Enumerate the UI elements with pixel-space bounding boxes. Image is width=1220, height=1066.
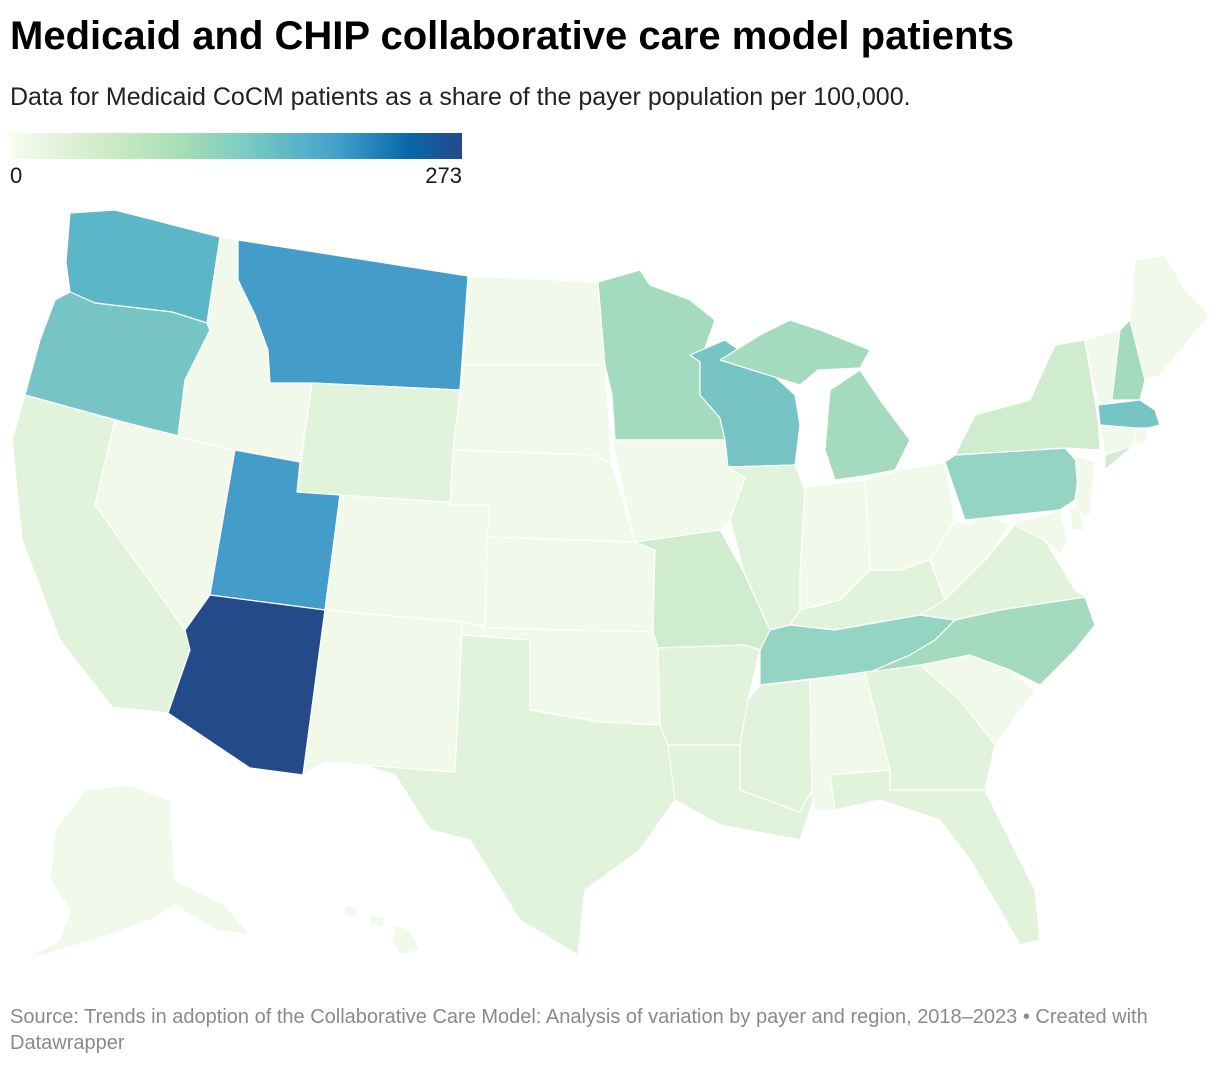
chart-subtitle: Data for Medicaid CoCM patients as a sha… [10,83,911,111]
state-FL[interactable] [829,769,1041,946]
us-choropleth-map [0,195,1220,985]
legend-max-label: 273 [425,163,462,188]
state-ND[interactable] [462,275,606,366]
legend-min-label: 0 [10,163,23,188]
state-TX[interactable] [361,634,676,956]
state-AZ[interactable] [167,594,326,776]
state-MD[interactable] [1009,509,1069,556]
state-CO[interactable] [324,494,491,626]
state-MI[interactable] [719,319,911,481]
state-HI[interactable] [343,904,421,956]
state-IA[interactable] [611,439,746,543]
legend-gradient-bar [10,133,462,159]
state-MT[interactable] [237,239,469,391]
state-NH[interactable] [1111,319,1146,401]
state-DE[interactable] [1067,504,1086,531]
state-CT[interactable] [1099,424,1136,456]
state-AK[interactable] [24,784,251,961]
state-MS[interactable] [739,679,813,813]
color-legend: 0 273 [10,133,462,188]
state-WY[interactable] [296,382,461,506]
state-WV[interactable] [929,514,1011,601]
state-RI[interactable] [1134,427,1149,446]
state-NM[interactable] [302,609,463,776]
state-PA[interactable] [944,447,1081,521]
state-KS[interactable] [484,536,656,633]
chart-title: Medicaid and CHIP collaborative care mod… [10,14,1015,58]
state-SD[interactable] [452,364,613,466]
source-note: Source: Trends in adoption of the Collab… [10,1006,1148,1054]
state-ME[interactable] [1129,254,1211,381]
